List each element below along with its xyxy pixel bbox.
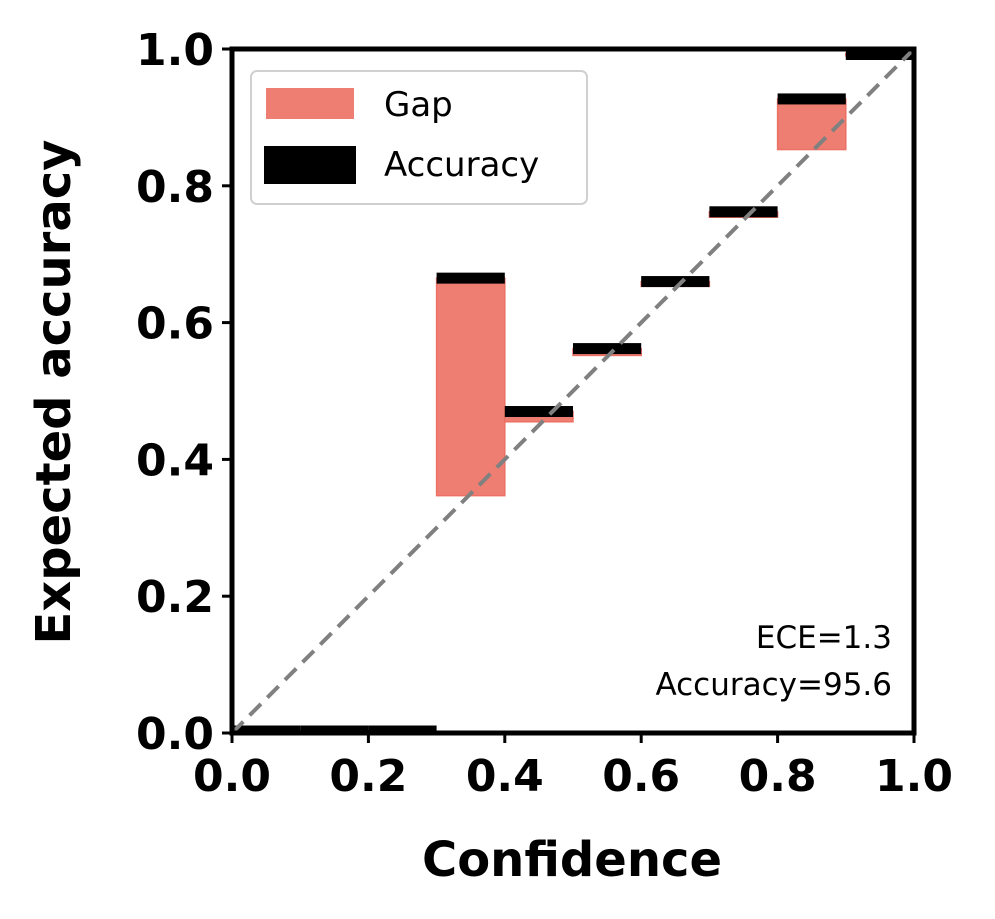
y-tick-label-0: 0.0 — [136, 709, 214, 760]
legend-gap-label: Gap — [384, 85, 453, 125]
legend-accuracy-label: Accuracy — [384, 145, 539, 185]
x-tick-label-5: 1.0 — [875, 751, 953, 802]
accuracy-bar-2 — [368, 725, 437, 731]
gap-bar-3 — [435, 277, 506, 497]
y-tick-label-5: 1.0 — [136, 25, 214, 76]
legend-gap-swatch — [266, 88, 354, 119]
y-tick-label-1: 0.2 — [136, 572, 214, 623]
axis-ticks: 0.0 0.2 0.4 0.6 0.8 1.0 0.0 0.2 0.4 0.6 0.8 1.0 — [136, 25, 953, 802]
y-axis-label: Expected accuracy — [26, 140, 82, 645]
y-tick-label-4: 0.8 — [136, 162, 214, 213]
accuracy-bar-3 — [436, 272, 505, 284]
accuracy-bar-0 — [232, 725, 301, 731]
x-tick-label-0: 0.0 — [193, 751, 271, 802]
plot-frame — [229, 46, 917, 736]
gap-bar-8 — [776, 98, 847, 151]
bars-layer — [232, 49, 915, 731]
legend: Gap Accuracy — [250, 70, 588, 205]
accuracy-bar-4 — [504, 406, 573, 418]
perfect-calibration-line — [230, 47, 916, 735]
accuracy-bar-7 — [709, 206, 778, 218]
ece-annotation: ECE=1.3 — [756, 620, 892, 656]
accuracy-bar-9 — [845, 49, 914, 60]
accuracy-bar-6 — [641, 276, 710, 288]
x-axis-label: Confidence — [422, 832, 722, 888]
x-tick-label-4: 0.8 — [739, 751, 817, 802]
x-tick-label-1: 0.2 — [329, 751, 407, 802]
y-tick-label-3: 0.6 — [136, 299, 214, 350]
accuracy-bar-5 — [573, 343, 642, 355]
accuracy-bar-8 — [777, 93, 846, 105]
x-tick-label-2: 0.4 — [466, 751, 544, 802]
accuracy-annotation: Accuracy=95.6 — [655, 667, 892, 703]
x-tick-label-3: 0.6 — [602, 751, 680, 802]
legend-accuracy-swatch — [264, 146, 356, 184]
accuracy-bar-1 — [300, 725, 369, 731]
y-tick-label-2: 0.4 — [136, 435, 214, 486]
